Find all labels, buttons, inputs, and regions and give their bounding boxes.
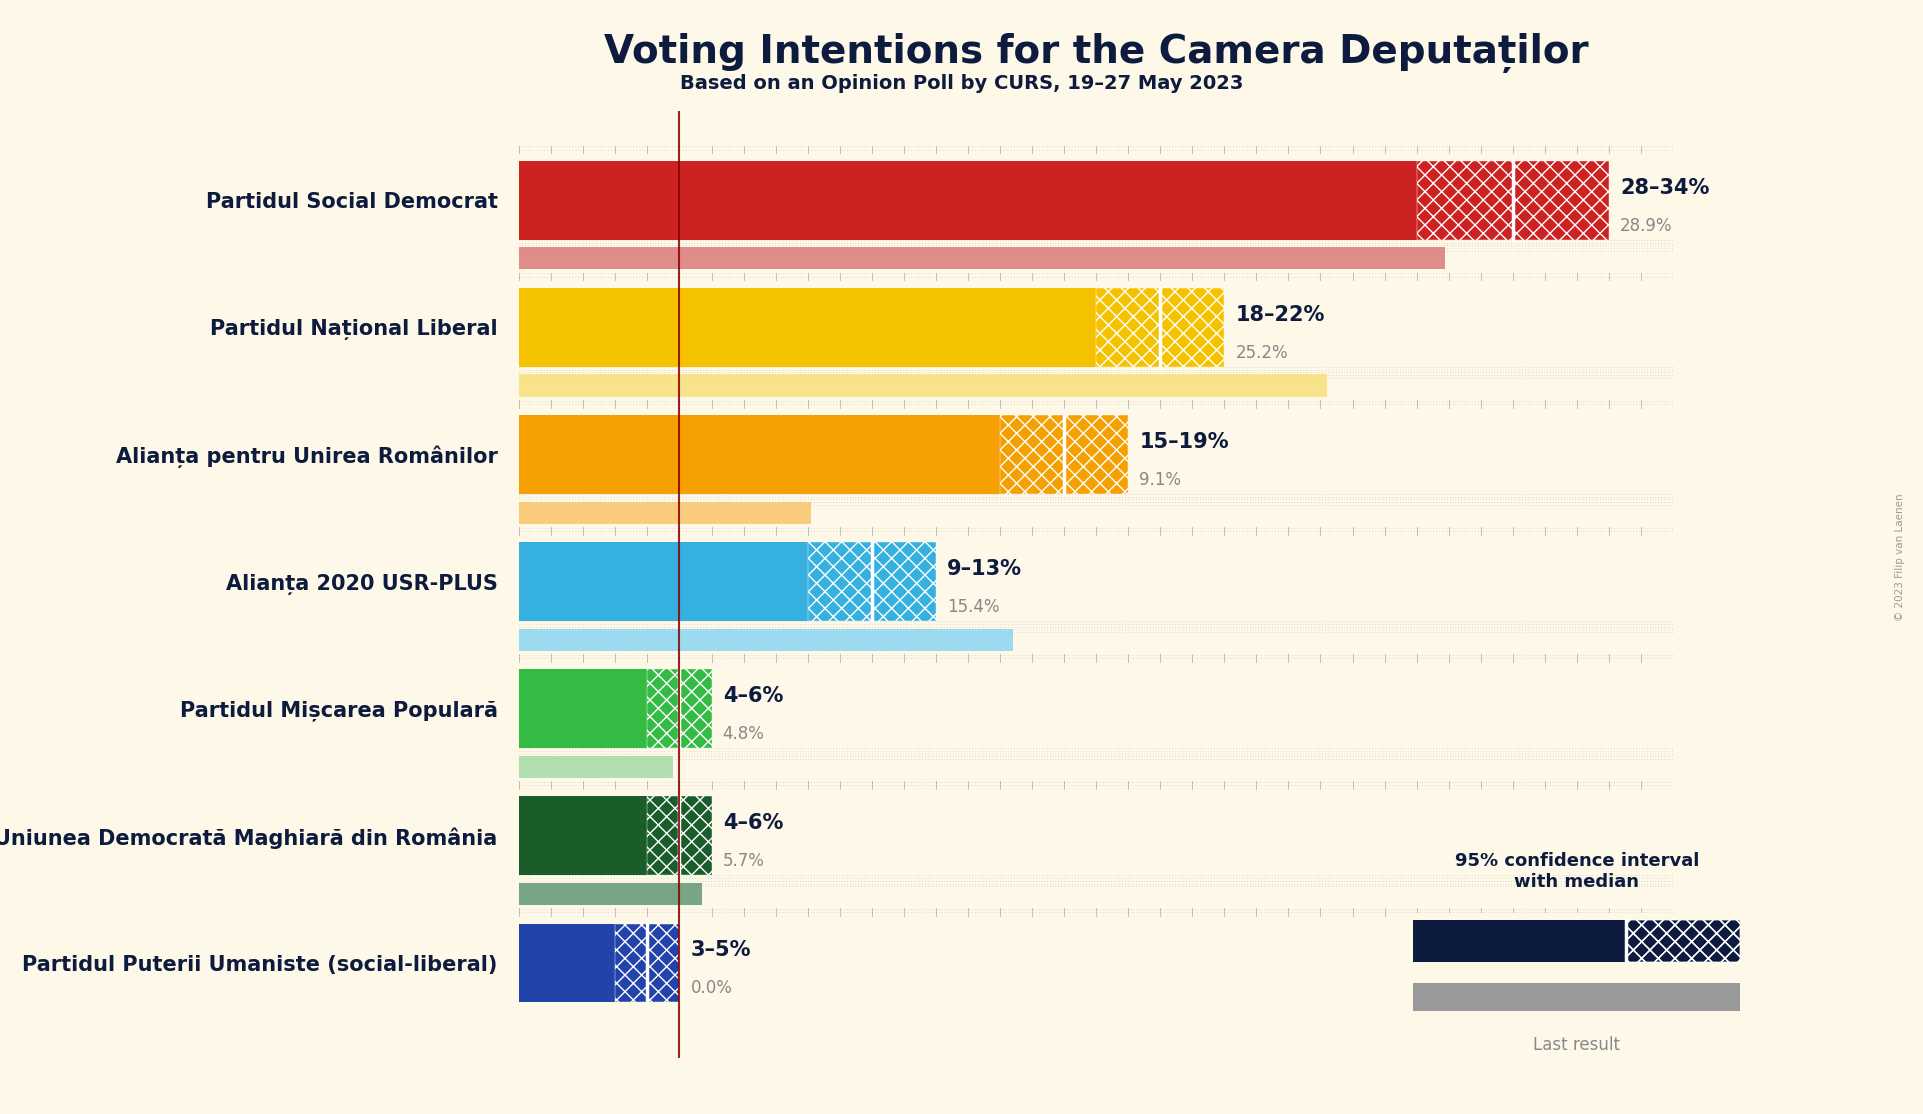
Text: 28–34%: 28–34% [1621,177,1710,197]
Bar [1000,416,1129,494]
Text: 0.0%: 0.0% [690,979,733,997]
Bar [808,543,937,622]
Bar [648,797,712,876]
Bar [615,924,679,1003]
Text: 5.7%: 5.7% [723,852,765,870]
Bar [1627,920,1740,962]
Bar [615,924,679,1003]
Bar [519,247,1446,270]
Bar [519,416,1129,494]
Bar [519,670,712,749]
Bar [519,797,712,876]
Bar [519,289,1225,367]
Bar [1096,289,1225,367]
Text: 15.4%: 15.4% [948,598,1000,616]
Bar [808,543,937,622]
Bar [519,924,679,1003]
Text: 28.9%: 28.9% [1621,217,1673,235]
Text: 4–6%: 4–6% [723,686,783,706]
Text: 9–13%: 9–13% [948,559,1023,579]
Text: 18–22%: 18–22% [1236,305,1325,325]
Bar [1413,983,1740,1012]
Bar [648,670,712,749]
Text: 4.8%: 4.8% [723,725,765,743]
Bar [519,628,1013,651]
Text: 15–19%: 15–19% [1140,432,1229,452]
Text: Last result: Last result [1533,1036,1621,1054]
Bar [648,797,712,876]
Bar [1417,160,1610,240]
Bar [1627,920,1740,962]
Text: 25.2%: 25.2% [1236,344,1288,362]
Title: Voting Intentions for the Camera Deputaților: Voting Intentions for the Camera Deputaț… [604,32,1588,72]
Text: © 2023 Filip van Laenen: © 2023 Filip van Laenen [1894,494,1906,620]
Text: 4–6%: 4–6% [723,813,783,833]
Bar [1417,160,1610,240]
Bar [648,670,712,749]
Text: 95% confidence interval
with median: 95% confidence interval with median [1454,852,1700,891]
Bar [519,374,1327,397]
Bar [1627,920,1740,962]
Bar [519,543,937,622]
Text: 3–5%: 3–5% [690,940,752,960]
Bar [519,755,673,778]
Text: Based on an Opinion Poll by CURS, 19–27 May 2023: Based on an Opinion Poll by CURS, 19–27 … [681,74,1242,94]
Bar [1413,920,1627,962]
Text: 9.1%: 9.1% [1140,471,1181,489]
Bar [519,501,812,524]
Bar [1096,289,1225,367]
Bar [1000,416,1129,494]
Bar [519,883,702,905]
Bar [519,160,1610,240]
